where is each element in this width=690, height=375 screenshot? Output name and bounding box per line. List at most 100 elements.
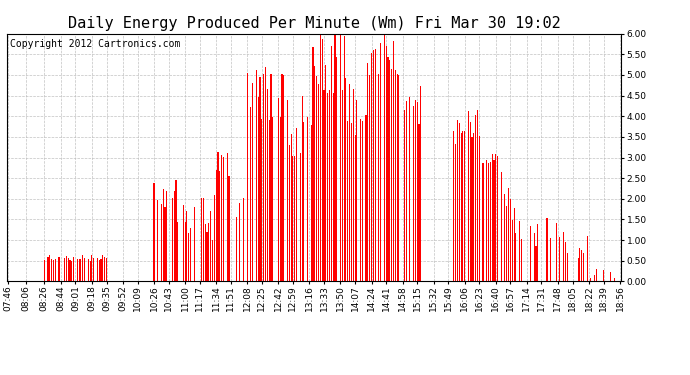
Bar (353, 88, 354, 281)
Bar (279, 117, 281, 281)
Bar (316, 76, 317, 281)
Bar (420, 86, 422, 281)
Bar (470, 122, 471, 281)
Bar (283, 75, 284, 281)
Bar (307, 117, 308, 281)
Bar (68, 258, 69, 281)
Bar (93, 258, 95, 281)
Bar (228, 176, 230, 281)
Bar (393, 40, 394, 281)
Bar (153, 183, 155, 281)
Bar (471, 138, 473, 281)
Bar (175, 180, 177, 281)
Bar (265, 67, 266, 281)
Bar (186, 211, 188, 281)
Bar (493, 160, 495, 281)
Bar (329, 90, 330, 281)
Bar (464, 131, 465, 281)
Bar (413, 106, 414, 281)
Bar (391, 69, 392, 281)
Bar (287, 100, 288, 281)
Bar (53, 260, 54, 281)
Bar (203, 198, 204, 281)
Bar (268, 120, 270, 281)
Bar (267, 89, 268, 281)
Bar (468, 111, 469, 281)
Bar (336, 57, 337, 281)
Bar (161, 204, 162, 281)
Bar (533, 233, 535, 281)
Bar (367, 63, 368, 281)
Bar (590, 278, 591, 281)
Bar (530, 226, 531, 281)
Bar (252, 83, 253, 281)
Bar (208, 223, 209, 281)
Bar (318, 84, 319, 281)
Bar (84, 258, 85, 281)
Bar (239, 203, 241, 281)
Bar (566, 253, 568, 281)
Bar (257, 97, 259, 281)
Bar (243, 198, 244, 281)
Bar (183, 205, 184, 281)
Bar (460, 133, 462, 281)
Bar (322, 39, 323, 281)
Bar (319, 34, 321, 281)
Bar (495, 154, 496, 281)
Bar (583, 252, 584, 281)
Bar (210, 211, 211, 281)
Bar (212, 240, 213, 281)
Bar (214, 195, 215, 281)
Bar (299, 153, 301, 281)
Bar (91, 255, 92, 281)
Bar (217, 152, 219, 281)
Bar (278, 98, 279, 281)
Bar (99, 260, 100, 281)
Bar (603, 270, 604, 281)
Bar (415, 100, 416, 281)
Bar (595, 270, 597, 281)
Bar (221, 155, 222, 281)
Bar (174, 191, 175, 281)
Bar (215, 170, 217, 281)
Bar (378, 74, 380, 281)
Bar (504, 194, 506, 281)
Bar (482, 164, 484, 281)
Bar (347, 122, 348, 281)
Bar (223, 157, 224, 281)
Bar (457, 120, 458, 281)
Bar (555, 223, 557, 281)
Bar (184, 222, 186, 281)
Bar (546, 217, 548, 281)
Bar (331, 46, 332, 281)
Bar (360, 119, 361, 281)
Bar (459, 123, 460, 281)
Bar (564, 242, 566, 281)
Bar (508, 188, 509, 281)
Bar (80, 259, 81, 281)
Bar (201, 198, 202, 281)
Bar (369, 75, 371, 281)
Bar (501, 172, 502, 281)
Bar (559, 237, 560, 281)
Bar (519, 222, 520, 281)
Bar (102, 255, 103, 281)
Bar (290, 134, 292, 281)
Bar (190, 228, 191, 281)
Bar (455, 144, 456, 281)
Bar (172, 198, 173, 281)
Bar (491, 153, 493, 281)
Bar (373, 50, 374, 281)
Bar (106, 258, 107, 281)
Bar (479, 136, 480, 281)
Bar (497, 156, 498, 281)
Bar (356, 100, 357, 281)
Bar (351, 123, 352, 281)
Bar (226, 153, 228, 281)
Bar (236, 217, 237, 281)
Bar (157, 200, 158, 281)
Bar (219, 171, 220, 281)
Bar (371, 53, 372, 281)
Bar (55, 259, 56, 281)
Bar (296, 128, 297, 281)
